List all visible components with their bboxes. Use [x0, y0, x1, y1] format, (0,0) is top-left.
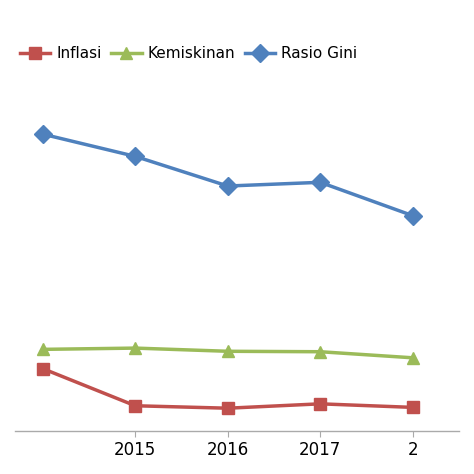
- Kemiskinan: [410, 355, 416, 361]
- Rasio Gini: [40, 131, 46, 137]
- Inflasi: [410, 404, 416, 410]
- Kemiskinan: [318, 349, 323, 355]
- Line: Inflasi: Inflasi: [36, 363, 419, 414]
- Inflasi: [132, 403, 138, 409]
- Inflasi: [318, 401, 323, 407]
- Kemiskinan: [40, 346, 46, 352]
- Rasio Gini: [318, 180, 323, 185]
- Line: Rasio Gini: Rasio Gini: [36, 128, 419, 222]
- Kemiskinan: [225, 348, 230, 354]
- Legend: Inflasi, Kemiskinan, Rasio Gini: Inflasi, Kemiskinan, Rasio Gini: [14, 40, 364, 67]
- Line: Kemiskinan: Kemiskinan: [36, 342, 419, 364]
- Kemiskinan: [132, 345, 138, 351]
- Rasio Gini: [410, 213, 416, 219]
- Inflasi: [40, 366, 46, 372]
- Inflasi: [225, 405, 230, 411]
- Rasio Gini: [132, 154, 138, 159]
- Rasio Gini: [225, 183, 230, 189]
